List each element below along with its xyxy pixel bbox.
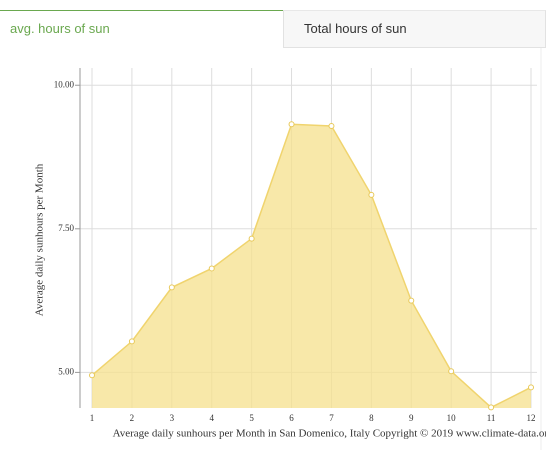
x-tick-label: 8	[369, 413, 374, 423]
x-tick-label: 4	[209, 413, 214, 423]
x-tick-label: 5	[249, 413, 254, 423]
tab-bar: avg. hours of sun Total hours of sun	[0, 10, 546, 48]
point	[328, 123, 335, 130]
y-tick-label: 10.00	[54, 79, 75, 89]
y-axis-title: Average daily sunhours per Month	[34, 163, 46, 316]
point	[128, 338, 135, 345]
point	[528, 384, 534, 391]
x-tick-label: 11	[487, 413, 496, 423]
point	[168, 284, 175, 291]
point	[208, 265, 215, 272]
x-tick-label: 9	[409, 413, 414, 423]
area-fill	[92, 124, 531, 408]
caption: Average daily sunhours per Month in San …	[113, 428, 546, 440]
point	[288, 121, 295, 128]
tab[interactable]: Total hours of sun	[283, 10, 546, 48]
tab-active[interactable]: avg. hours of sun	[0, 10, 283, 48]
x-tick-label: 6	[289, 413, 294, 423]
x-tick-label: 7	[329, 413, 334, 423]
x-tick-label: 3	[170, 413, 175, 423]
x-tick-label: 12	[527, 413, 536, 423]
area-line	[91, 123, 532, 409]
y-tick-label: 5.00	[58, 366, 74, 376]
point	[368, 191, 375, 198]
point	[248, 235, 255, 242]
point	[448, 368, 455, 375]
x-tick-label: 1	[90, 413, 95, 423]
point	[89, 372, 95, 379]
x-tick-label: 10	[447, 413, 457, 423]
point	[488, 404, 495, 411]
point	[408, 297, 415, 304]
y-tick-label: 7.50	[58, 223, 74, 233]
x-tick-label: 2	[130, 413, 135, 423]
